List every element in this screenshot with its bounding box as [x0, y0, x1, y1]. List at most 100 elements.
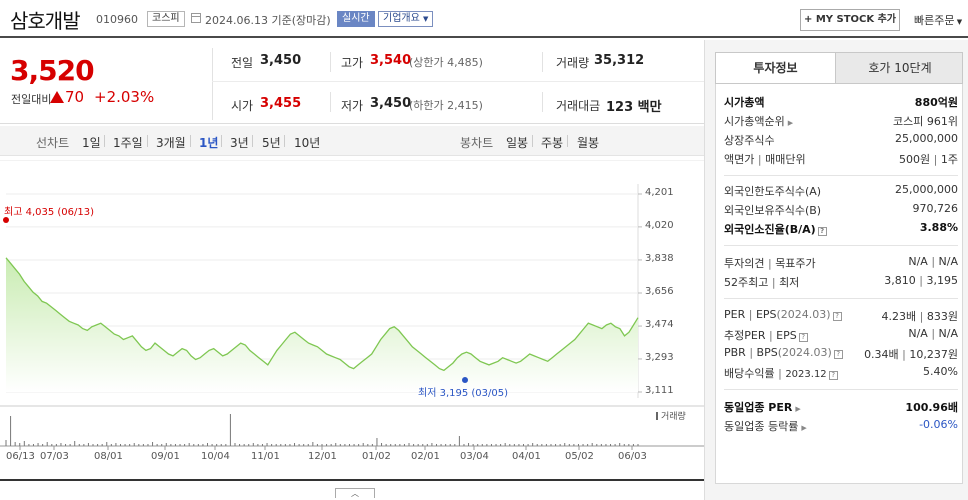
face-label: 액면가 [724, 153, 755, 166]
cap-rank-label-text: 시가총액순위 [724, 115, 785, 128]
stock-header: 삼호개발 010960 코스피 2024.06.13 기준(장마감) 실시간 기… [0, 0, 968, 38]
candle-daily[interactable]: 일봉 [506, 136, 529, 150]
est-eps-label: EPS [776, 329, 797, 342]
help-icon[interactable]: ? [832, 312, 842, 321]
x-tick-label: 11/01 [251, 451, 280, 462]
per-value-text: 4.23배 [881, 310, 917, 323]
price-change-value: 70 [65, 88, 85, 106]
period-1d[interactable]: 1일 [82, 136, 101, 150]
collapse-button[interactable]: ︿ [335, 488, 375, 498]
div-label: 배당수익률 | 2023.12? [724, 365, 838, 381]
high-label: 고가 [341, 56, 364, 70]
market-cap-value: 880억원 [914, 96, 958, 109]
period-10y[interactable]: 10년 [294, 136, 321, 150]
prev-close-value: 3,450 [260, 53, 302, 68]
est-per-value: N/A | N/A [908, 327, 958, 340]
w52-row: 52주최고 | 최저 3,810 | 3,195 [724, 274, 958, 292]
company-info-dropdown[interactable]: 기업개요 ▼ [378, 11, 434, 27]
bps-label: BPS [756, 346, 778, 359]
cap-rank-label: 시가총액순위 ▶ [724, 113, 793, 129]
low-value: 3,450 [370, 96, 412, 111]
period-selector: 선차트 1일 1주일 3개월 1년 3년 5년 10년 봉차트 일봉 주봉 월봉 [0, 126, 704, 156]
market-badge: 코스피 [147, 11, 185, 27]
period-3y[interactable]: 3년 [230, 136, 249, 150]
amount-label: 거래대금 [556, 99, 601, 113]
y-tick-label: 4,020 [645, 219, 674, 231]
divider [104, 135, 105, 147]
help-icon[interactable]: ? [817, 227, 827, 236]
unit-label: 매매단위 [765, 153, 806, 166]
bps-date: (2024.03) [777, 346, 832, 359]
market-cap-row: 시가총액 880억원 [724, 94, 958, 112]
w52-low-value: 3,195 [926, 274, 959, 287]
foreign-hold-row: 외국인보유주식수(B) 970,726 [724, 202, 958, 220]
eps-value: 833원 [926, 310, 958, 323]
eps-date: (2024.03) [776, 308, 831, 321]
foreign-rate-row: 외국인소진율(B/A)? 3.88% [724, 221, 958, 239]
candle-weekly[interactable]: 주봉 [541, 136, 564, 150]
upper-limit: (상한가 4,485) [409, 56, 483, 69]
x-tick-label: 12/01 [308, 451, 337, 462]
chevron-down-icon: ▼ [423, 15, 429, 23]
period-1y[interactable]: 1년 [199, 136, 219, 150]
opinion-row: 투자의견 | 목표주가 N/A | N/A [724, 255, 958, 273]
quick-order-label: 빠른주문 [914, 14, 955, 27]
vs-prev-label: 전일대비 [11, 93, 52, 106]
divider [212, 81, 704, 82]
line-chart-label: 선차트 [36, 136, 70, 150]
div-value: 5.40% [923, 365, 958, 378]
shares-row: 상장주식수 25,000,000 [724, 132, 958, 150]
bps-value: 10,237원 [909, 348, 958, 361]
y-tick-label: 4,201 [645, 187, 674, 198]
industry-rate-row[interactable]: 동일업종 등락률 ▶ -0.06% [724, 418, 958, 436]
x-tick-label: 06/13 [6, 451, 35, 462]
y-tick-label: 3,656 [645, 286, 674, 297]
realtime-button[interactable]: 실시간 [337, 11, 375, 27]
pbr-label-text: PBR [724, 346, 746, 359]
help-icon[interactable]: ? [828, 371, 838, 380]
divider [724, 389, 958, 390]
per-row: PER | EPS(2024.03)? 4.23배 | 833원 [724, 308, 958, 326]
x-tick-label: 05/02 [565, 451, 594, 462]
divider [542, 52, 543, 72]
period-5y[interactable]: 5년 [262, 136, 281, 150]
open-label: 시가 [231, 99, 254, 113]
tab-invest-info[interactable]: 투자정보 [716, 53, 836, 83]
opinion-value: N/A | N/A [908, 255, 958, 268]
price-chart[interactable]: 최고 4,035 (06/13) 최저 3,195 (03/05) 거래량 ︿ … [0, 160, 704, 500]
arrow-right-icon: ▶ [787, 119, 794, 127]
opinion-label-text: 투자의견 [724, 257, 765, 270]
industry-per-row[interactable]: 동일업종 PER ▶ 100.96배 [724, 399, 958, 417]
candle-chart-label: 봉차트 [460, 136, 494, 150]
my-stock-add-button[interactable]: + MY STOCK 추가 [800, 9, 900, 31]
face-unit-row: 액면가 | 매매단위 500원 | 1주 [724, 151, 958, 169]
quick-order-button[interactable]: 빠른주문 ▼ [914, 12, 962, 28]
period-3m[interactable]: 3개월 [156, 136, 186, 150]
foreign-hold-value: 970,726 [912, 202, 959, 215]
y-tick-label: 3,838 [645, 252, 674, 264]
w52-high-label: 52주최고 [724, 276, 769, 289]
help-icon[interactable]: ? [833, 350, 843, 359]
stock-name: 삼호개발 [10, 9, 81, 33]
est-per-row: 추정PER | EPS? N/A | N/A [724, 327, 958, 345]
per-value: 4.23배 | 833원 [881, 310, 958, 323]
pbr-label: PBR | BPS(2024.03)? [724, 346, 843, 359]
industry-per-label: 동일업종 PER ▶ [724, 399, 801, 415]
face-unit-value: 500원 | 1주 [899, 153, 958, 166]
div-label-text: 배당수익률 [724, 367, 775, 380]
price-summary: 3,520 전일대비 70 +2.03% [0, 40, 704, 124]
target-label: 목표주가 [775, 257, 816, 270]
amount-value: 123 백만 [606, 100, 662, 115]
help-icon[interactable]: ? [798, 333, 808, 342]
low-marker [462, 377, 468, 383]
cap-rank-row[interactable]: 시가총액순위 ▶ 코스피 961위 [724, 113, 958, 131]
per-label-text: PER [724, 308, 746, 321]
foreign-rate-label-text: 외국인소진율(B/A) [724, 223, 816, 236]
tab-order-book[interactable]: 호가 10단계 [868, 61, 932, 75]
candle-monthly[interactable]: 월봉 [577, 136, 600, 150]
price-line [5, 257, 639, 372]
divider [724, 245, 958, 246]
period-1w[interactable]: 1주일 [113, 136, 143, 150]
divider [212, 48, 213, 120]
x-tick-label: 03/04 [460, 451, 489, 462]
